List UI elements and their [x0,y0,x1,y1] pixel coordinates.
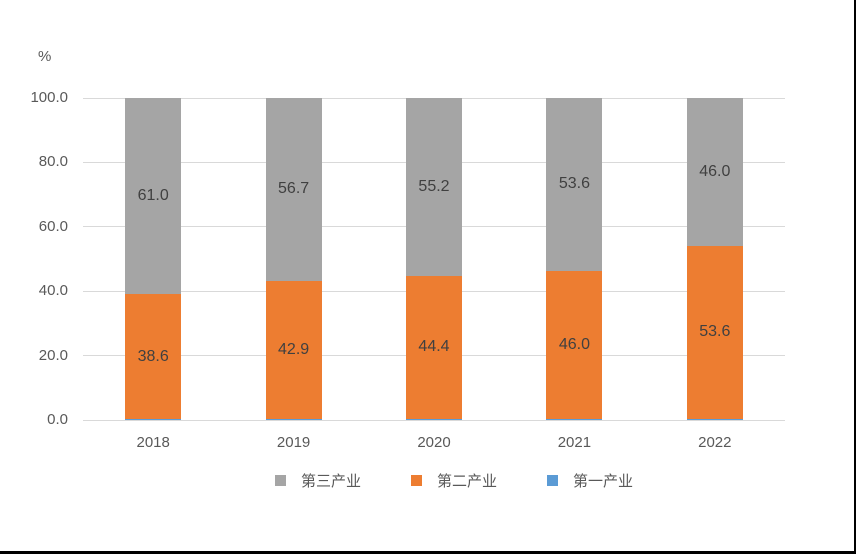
x-axis-label: 2021 [557,434,592,451]
bar-segment [265,98,322,281]
y-axis-tick-label: 0.0 [47,411,68,428]
bar-segment [125,98,182,295]
legend-label: 第二产业 [436,473,497,490]
bar-segment [125,418,182,420]
legend-swatch [410,475,422,486]
y-axis-tick-label: 80.0 [38,153,68,171]
legend-swatch [547,475,558,486]
data-label: 61.0 [137,187,169,205]
data-label: 42.9 [278,340,310,358]
bar-segment [546,98,603,271]
data-label: 44.4 [418,338,450,356]
x-axis-label: 2019 [276,434,311,451]
bar-segment [546,418,603,420]
data-label: 53.6 [699,323,731,341]
legend-label: 第一产业 [573,473,634,490]
bar-segment [406,98,462,276]
x-axis-label: 2020 [417,434,451,451]
data-label: 38.6 [137,347,169,365]
gridline [83,419,785,421]
bar-segment [546,270,603,419]
legend-item: 第三产业 [274,470,361,491]
bar-segment [265,418,322,420]
y-axis-tick-label: 20.0 [38,346,68,364]
legend-item: 第一产业 [547,470,633,491]
bar-segment [265,280,322,419]
y-axis-tick-label: 100.0 [30,89,68,106]
bar-segment [406,275,462,419]
x-axis-label: 2018 [136,434,170,451]
x-axis-label: 2022 [698,434,732,451]
y-axis-unit-label: % [38,48,52,65]
bar-segment [686,246,743,419]
data-label: 46.0 [699,163,731,181]
data-label: 56.7 [278,180,310,198]
bar-segment [686,98,743,247]
data-label: 55.2 [418,177,450,195]
y-axis-tick-label: 40.0 [38,282,68,300]
y-axis-tick-label: 60.0 [38,217,68,235]
bar-segment [406,418,462,420]
bar-segment [125,294,182,419]
chart-legend: 第三产业 第二产业 第一产业 [83,470,825,491]
data-label: 53.6 [558,175,590,193]
legend-label: 第三产业 [300,473,361,490]
legend-item: 第二产业 [410,470,497,491]
legend-swatch [274,475,286,486]
bar-segment [686,418,743,420]
data-label: 46.0 [558,335,590,353]
